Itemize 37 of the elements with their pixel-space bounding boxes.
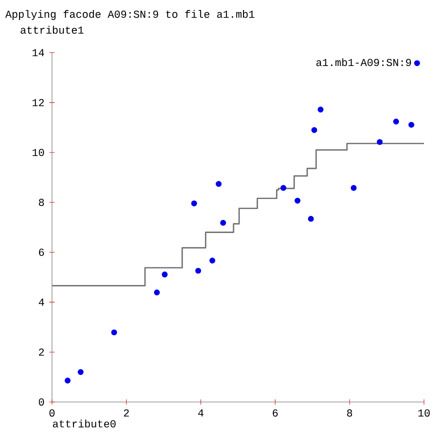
point [311,127,318,133]
y-tick-label: 14 [32,49,44,56]
point [308,216,314,222]
y-tick-label: 12 [32,99,44,106]
point [195,268,202,274]
point [294,198,300,204]
y-axis-title: attribute1 [20,26,84,34]
chart-title: Applying facode A09:SN:9 to file a1.mb1 [5,10,254,20]
point [408,122,414,128]
y-tick-label: 6 [39,248,44,256]
point [216,180,222,187]
y-tick-label: 2 [38,348,44,356]
point [162,272,168,278]
x-tick-label: 6 [272,409,278,417]
point [154,290,160,296]
point [350,184,357,191]
y-tick-label: 8 [38,198,44,206]
x-axis-title: attribute0 [52,420,116,428]
point [376,139,383,145]
point [220,220,226,226]
point [64,378,71,384]
point [191,200,198,206]
point [280,184,286,191]
x-tick-label: 4 [198,409,204,416]
point [111,329,118,336]
y-tick-label: 4 [38,298,44,306]
x-tick-label: 8 [347,409,352,417]
y-tick-label: 10 [32,148,44,156]
x-tick-label: 0 [49,409,55,417]
point [393,118,400,124]
y-tick-label: 0 [38,398,44,406]
point [209,258,216,264]
legend-label: a1.mb1-A09:SN:9 [316,58,411,66]
x-tick-label: 10 [418,409,430,417]
point [78,369,84,375]
point [318,106,324,112]
x-tick-label: 2 [124,409,129,417]
